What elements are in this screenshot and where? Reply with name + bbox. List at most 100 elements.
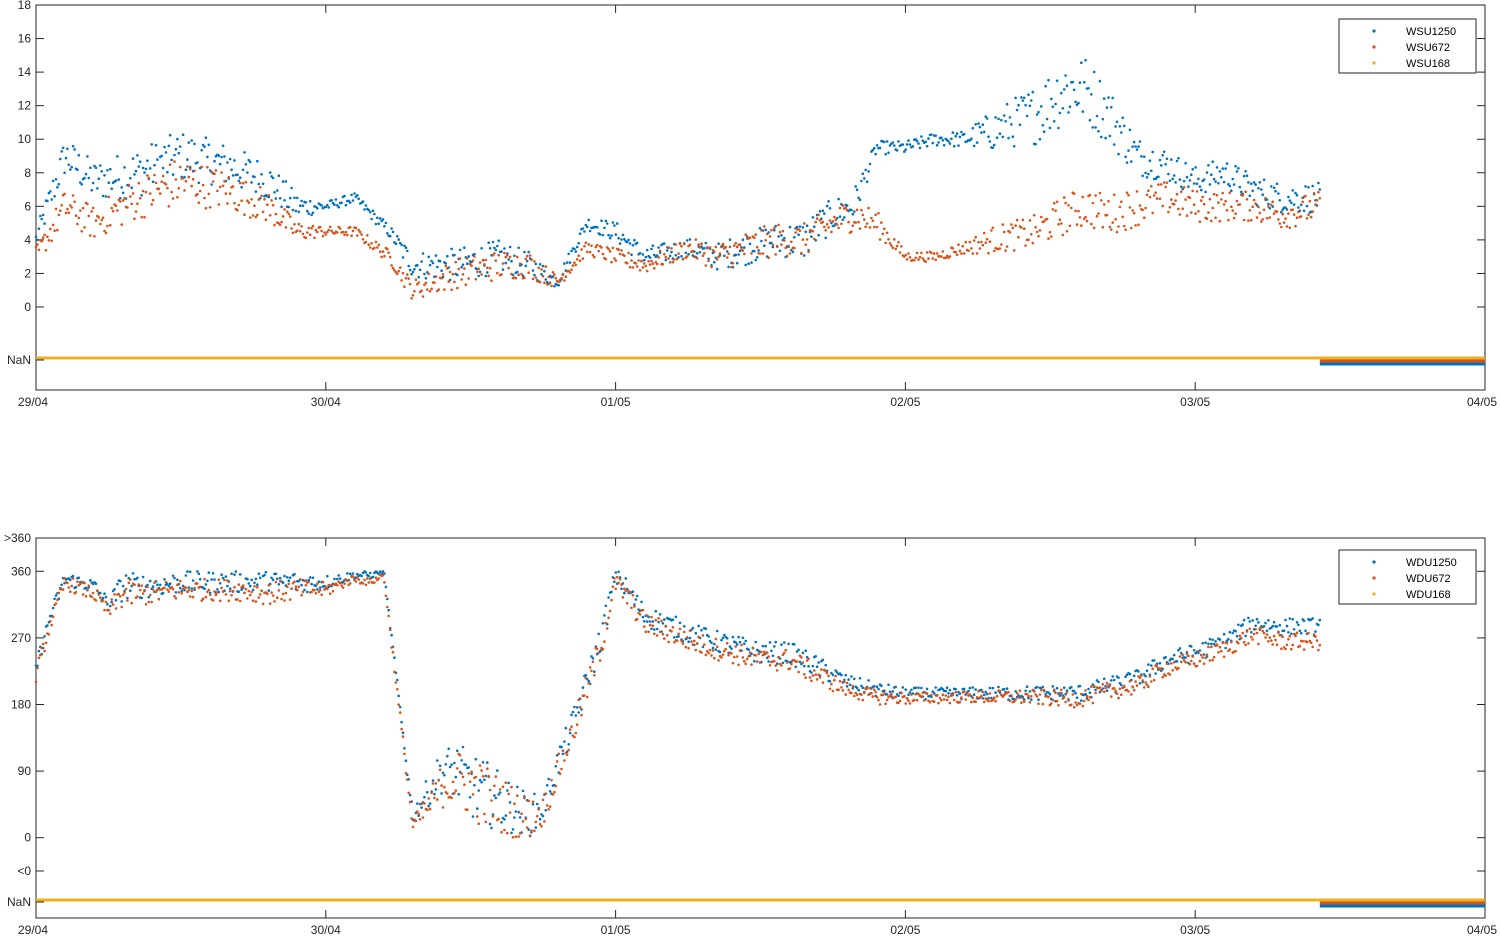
data-point: [1101, 687, 1105, 690]
data-point: [327, 228, 331, 232]
data-point: [1160, 183, 1163, 186]
data-point: [730, 265, 733, 269]
data-point: [381, 573, 385, 577]
data-point: [390, 633, 393, 637]
data-point: [328, 592, 332, 595]
data-point: [771, 654, 775, 658]
data-point: [1175, 660, 1179, 663]
data-point: [1262, 208, 1266, 212]
data-point: [955, 694, 959, 697]
data-point: [634, 262, 638, 265]
data-point: [613, 224, 616, 227]
data-point: [700, 242, 703, 245]
data-point: [196, 161, 199, 164]
data-point: [1177, 666, 1180, 670]
data-point: [76, 222, 79, 226]
data-point: [1208, 183, 1212, 186]
data-point: [830, 230, 833, 234]
data-point: [1311, 645, 1314, 649]
data-point: [1094, 688, 1097, 692]
data-point: [1237, 623, 1240, 627]
data-point: [561, 273, 565, 277]
data-point: [237, 179, 241, 183]
data-point: [298, 204, 302, 207]
data-point: [610, 598, 613, 602]
data-point: [935, 252, 939, 255]
data-point: [1230, 640, 1233, 644]
x-tick-label: 29/04: [18, 395, 48, 409]
data-point: [1110, 106, 1113, 109]
data-point: [451, 780, 455, 784]
data-point: [877, 687, 880, 691]
data-point: [196, 582, 199, 585]
data-point: [930, 251, 933, 255]
data-point: [1190, 173, 1193, 176]
data-point: [757, 652, 760, 656]
data-point: [975, 696, 979, 699]
data-point: [167, 584, 171, 588]
data-point: [1001, 135, 1005, 139]
data-point: [620, 238, 623, 241]
data-point: [1012, 249, 1016, 252]
data-point: [974, 688, 977, 691]
data-point: [1221, 191, 1224, 195]
data-point: [161, 591, 165, 595]
data-point: [783, 236, 786, 240]
data-point: [346, 233, 349, 237]
data-point: [223, 180, 226, 183]
data-point: [70, 584, 73, 588]
data-point: [683, 625, 686, 628]
data-point: [774, 253, 777, 256]
data-point: [398, 266, 402, 269]
data-point: [498, 788, 502, 791]
data-point: [727, 653, 730, 657]
data-point: [198, 585, 202, 589]
data-point: [573, 735, 576, 739]
data-point: [310, 226, 313, 230]
data-point: [784, 648, 787, 652]
data-point: [1137, 223, 1140, 227]
data-point: [914, 138, 917, 141]
data-point: [523, 250, 526, 254]
data-point: [1160, 669, 1163, 673]
data-point: [400, 727, 403, 731]
data-point: [1080, 61, 1083, 64]
data-point: [136, 202, 139, 205]
data-point: [545, 784, 549, 787]
data-point: [54, 602, 58, 605]
data-point: [1102, 690, 1106, 694]
data-point: [1161, 204, 1164, 208]
y-tick-label-nan: NaN: [7, 353, 31, 367]
data-point: [288, 576, 292, 579]
data-point: [998, 132, 1002, 135]
data-point: [1012, 145, 1016, 148]
data-point: [297, 222, 301, 226]
data-point: [747, 655, 750, 658]
data-point: [1101, 225, 1105, 229]
data-point: [895, 149, 899, 152]
data-point: [34, 245, 38, 249]
data-point: [433, 281, 436, 285]
data-point: [351, 199, 355, 202]
data-point: [593, 674, 596, 677]
data-point: [120, 600, 123, 603]
data-point: [538, 822, 542, 826]
data-point: [714, 637, 718, 641]
data-point: [1112, 678, 1116, 682]
data-point: [1172, 174, 1176, 177]
data-point: [607, 596, 610, 599]
data-point: [1210, 642, 1213, 646]
data-point: [575, 706, 579, 709]
data-point: [1225, 208, 1229, 212]
data-point: [921, 139, 925, 142]
data-point: [581, 257, 585, 260]
data-point: [220, 155, 223, 159]
data-point: [607, 233, 610, 237]
data-point: [1074, 701, 1077, 704]
data-point: [300, 593, 303, 597]
data-point: [261, 210, 265, 214]
data-point: [1314, 203, 1317, 206]
data-point: [1080, 699, 1083, 702]
data-point: [801, 661, 805, 664]
data-point: [1034, 142, 1037, 146]
